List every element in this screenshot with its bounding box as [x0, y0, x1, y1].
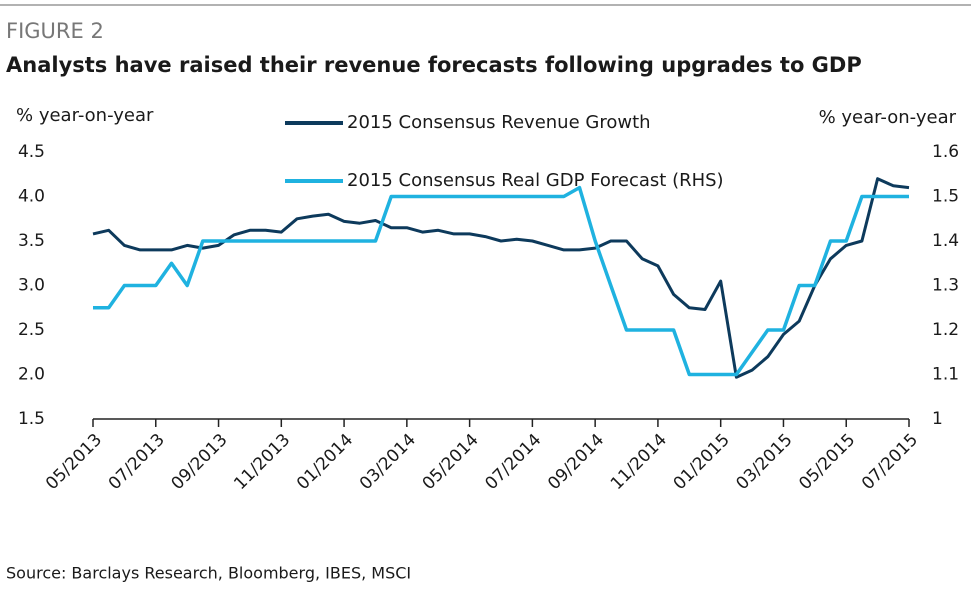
x-tick-label: 01/2014: [293, 430, 357, 494]
y2-axis-label: % year-on-year: [819, 107, 957, 128]
legend-label: 2015 Consensus Revenue Growth: [347, 112, 651, 133]
chart-title: Analysts have raised their revenue forec…: [6, 53, 862, 77]
x-tick-label: 07/2013: [105, 430, 169, 494]
x-tick-label: 03/2015: [732, 430, 796, 494]
series-line: [92, 177, 910, 379]
x-tick-label: 05/2015: [795, 430, 859, 494]
y2-tick-label: 1.2: [932, 320, 959, 340]
y2-tick-label: 1.5: [932, 187, 959, 207]
y-axis-label: % year-on-year: [16, 105, 154, 126]
y2-tick-label: 1.1: [932, 365, 959, 385]
y2-tick-label: 1.4: [932, 231, 959, 251]
source: Source: Barclays Research, Bloomberg, IB…: [6, 564, 411, 583]
x-tick-label: 11/2013: [230, 430, 294, 494]
x-tick-label: 09/2014: [544, 430, 608, 494]
x-tick-label: 11/2014: [607, 430, 671, 494]
y-tick-label: 4.0: [18, 187, 45, 207]
y-tick-label: 3.0: [18, 276, 45, 296]
y-tick-label: 4.5: [18, 142, 45, 162]
y2-tick-label: 1.6: [932, 142, 959, 162]
x-tick-label: 07/2014: [481, 430, 545, 494]
y-tick-label: 3.5: [18, 231, 45, 251]
y2-tick-label: 1.3: [932, 276, 959, 296]
x-tick-label: 05/2013: [42, 430, 106, 494]
y2-tick-label: 1: [932, 409, 943, 429]
x-tick-label: 07/2015: [858, 430, 922, 494]
y-tick-label: 1.5: [18, 409, 45, 429]
x-tick-label: 09/2013: [168, 430, 232, 494]
figure-label: FIGURE 2: [6, 19, 104, 43]
y-tick-label: 2.5: [18, 320, 45, 340]
x-tick-label: 03/2014: [356, 430, 420, 494]
legend-label: 2015 Consensus Real GDP Forecast (RHS): [347, 170, 724, 191]
y-tick-label: 2.0: [18, 365, 45, 385]
x-tick-label: 05/2014: [419, 430, 483, 494]
series-line: [93, 185, 909, 377]
x-tick-label: 01/2015: [670, 430, 734, 494]
